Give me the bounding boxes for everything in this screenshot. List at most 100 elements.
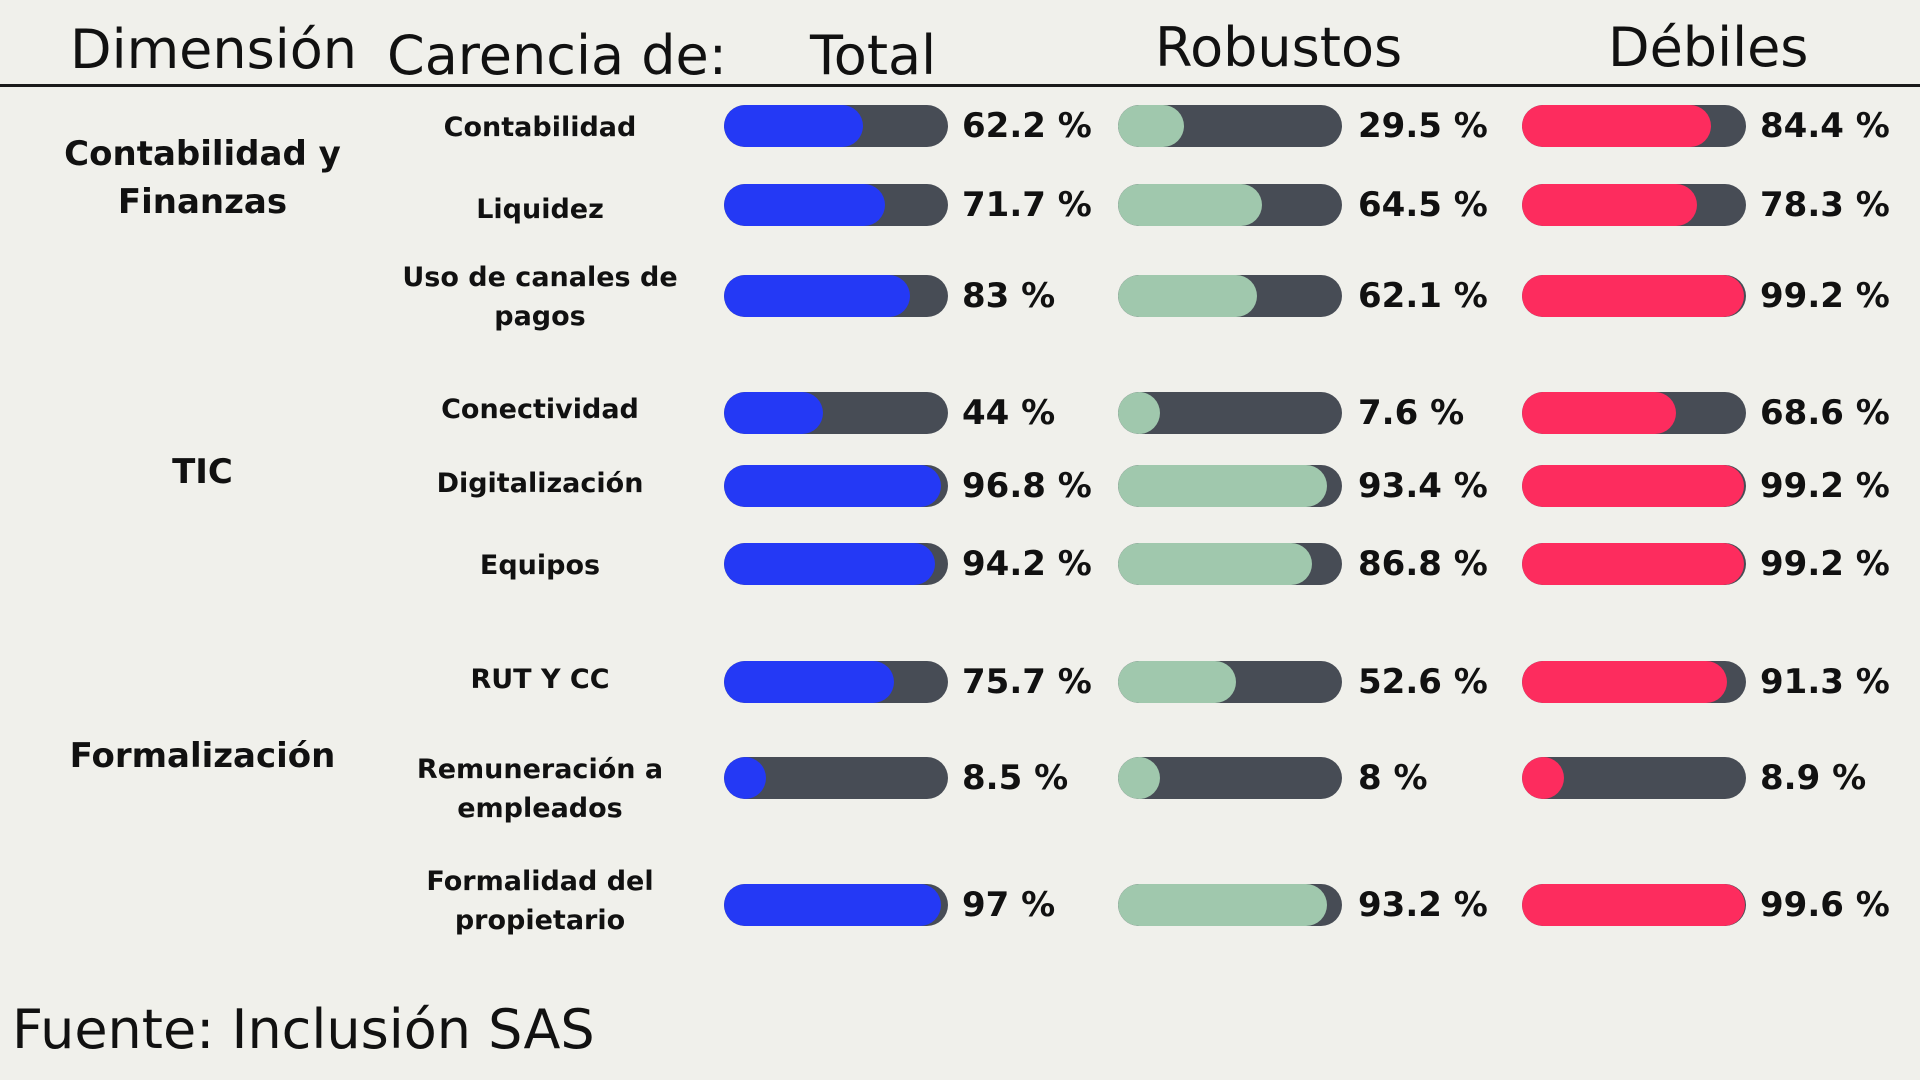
bar-track-robustos-uso-de-canales-de-pagos bbox=[1118, 275, 1342, 317]
value-label-debiles-contabilidad: 84.4 % bbox=[1760, 106, 1890, 146]
bar-total-rut-y-cc bbox=[724, 661, 894, 703]
bar-total-uso-de-canales-de-pagos bbox=[724, 275, 910, 317]
bar-track-total-contabilidad bbox=[724, 105, 948, 147]
value-label-total-formalidad-del-propietario: 97 % bbox=[962, 885, 1056, 925]
bar-debiles-digitalizacion bbox=[1522, 465, 1745, 507]
value-label-robustos-uso-de-canales-de-pagos: 62.1 % bbox=[1358, 276, 1488, 316]
bar-track-robustos-contabilidad bbox=[1118, 105, 1342, 147]
bar-debiles-uso-de-canales-de-pagos bbox=[1522, 275, 1745, 317]
bar-track-debiles-conectividad bbox=[1522, 392, 1746, 434]
value-label-total-rut-y-cc: 75.7 % bbox=[962, 662, 1092, 702]
bar-debiles-rut-y-cc bbox=[1522, 661, 1727, 703]
bar-track-debiles-uso-de-canales-de-pagos bbox=[1522, 275, 1746, 317]
category-label-digitalizacion: Digitalización bbox=[436, 468, 644, 499]
value-label-robustos-formalidad-del-propietario: 93.2 % bbox=[1358, 885, 1488, 925]
value-label-debiles-digitalizacion: 99.2 % bbox=[1760, 466, 1890, 506]
value-label-total-liquidez: 71.7 % bbox=[962, 185, 1092, 225]
value-label-debiles-formalidad-del-propietario: 99.6 % bbox=[1760, 885, 1890, 925]
bar-total-conectividad bbox=[724, 392, 823, 434]
bar-track-robustos-remuneracion-a-empleados bbox=[1118, 757, 1342, 799]
bar-track-robustos-rut-y-cc bbox=[1118, 661, 1342, 703]
bar-track-total-conectividad bbox=[724, 392, 948, 434]
value-label-debiles-conectividad: 68.6 % bbox=[1760, 393, 1890, 433]
value-label-robustos-equipos: 86.8 % bbox=[1358, 544, 1488, 584]
value-label-total-equipos: 94.2 % bbox=[962, 544, 1092, 584]
header-total: Total bbox=[810, 24, 937, 87]
bar-total-liquidez bbox=[724, 184, 885, 226]
bar-debiles-equipos bbox=[1522, 543, 1745, 585]
value-label-total-remuneracion-a-empleados: 8.5 % bbox=[962, 758, 1069, 798]
bar-track-robustos-equipos bbox=[1118, 543, 1342, 585]
bar-track-total-rut-y-cc bbox=[724, 661, 948, 703]
bar-track-total-equipos bbox=[724, 543, 948, 585]
value-label-debiles-remuneracion-a-empleados: 8.9 % bbox=[1760, 758, 1867, 798]
bar-debiles-conectividad bbox=[1522, 392, 1676, 434]
header-carencia: Carencia de: bbox=[387, 24, 727, 87]
bar-total-formalidad-del-propietario bbox=[724, 884, 942, 926]
bar-robustos-contabilidad bbox=[1118, 105, 1185, 147]
bar-robustos-equipos bbox=[1118, 543, 1313, 585]
bar-robustos-uso-de-canales-de-pagos bbox=[1118, 275, 1258, 317]
dimension-tic: TIC bbox=[172, 452, 233, 492]
header-dimension: Dimensión bbox=[70, 18, 358, 81]
bar-track-robustos-digitalizacion bbox=[1118, 465, 1342, 507]
header-divider bbox=[0, 84, 1920, 87]
bar-debiles-formalidad-del-propietario bbox=[1522, 884, 1746, 926]
bar-track-robustos-liquidez bbox=[1118, 184, 1342, 226]
source-note: Fuente: Inclusión SAS bbox=[12, 998, 595, 1061]
category-label-rut-y-cc: RUT Y CC bbox=[470, 664, 610, 695]
bar-track-total-digitalizacion bbox=[724, 465, 948, 507]
category-label-formalidad-del-propietario: Formalidad del propietario bbox=[426, 866, 654, 936]
dimension-formalizacion: Formalización bbox=[69, 736, 336, 776]
bar-track-debiles-digitalizacion bbox=[1522, 465, 1746, 507]
category-label-uso-de-canales-de-pagos: Uso de canales de pagos bbox=[402, 262, 678, 332]
category-label-contabilidad: Contabilidad bbox=[443, 112, 637, 143]
bar-track-debiles-liquidez bbox=[1522, 184, 1746, 226]
bar-track-total-formalidad-del-propietario bbox=[724, 884, 948, 926]
bar-robustos-formalidad-del-propietario bbox=[1118, 884, 1327, 926]
bar-robustos-rut-y-cc bbox=[1118, 661, 1236, 703]
bar-track-total-liquidez bbox=[724, 184, 948, 226]
value-label-debiles-rut-y-cc: 91.3 % bbox=[1760, 662, 1890, 702]
value-label-debiles-equipos: 99.2 % bbox=[1760, 544, 1890, 584]
bar-track-debiles-remuneracion-a-empleados bbox=[1522, 757, 1746, 799]
bar-total-digitalizacion bbox=[724, 465, 941, 507]
dimension-contabilidad-finanzas: Contabilidad y Finanzas bbox=[64, 134, 341, 222]
bar-track-debiles-rut-y-cc bbox=[1522, 661, 1746, 703]
bar-track-debiles-equipos bbox=[1522, 543, 1746, 585]
bar-debiles-contabilidad bbox=[1522, 105, 1712, 147]
header-robustos: Robustos bbox=[1155, 16, 1403, 79]
value-label-robustos-remuneracion-a-empleados: 8 % bbox=[1358, 758, 1428, 798]
bar-track-robustos-formalidad-del-propietario bbox=[1118, 884, 1342, 926]
category-label-liquidez: Liquidez bbox=[476, 194, 604, 225]
category-label-conectividad: Conectividad bbox=[441, 394, 639, 425]
value-label-robustos-contabilidad: 29.5 % bbox=[1358, 106, 1488, 146]
bar-robustos-digitalizacion bbox=[1118, 465, 1328, 507]
bar-robustos-conectividad bbox=[1118, 392, 1160, 434]
bar-debiles-remuneracion-a-empleados bbox=[1522, 757, 1564, 799]
bar-track-debiles-contabilidad bbox=[1522, 105, 1746, 147]
value-label-total-contabilidad: 62.2 % bbox=[962, 106, 1092, 146]
bar-track-robustos-conectividad bbox=[1118, 392, 1342, 434]
bar-total-contabilidad bbox=[724, 105, 864, 147]
bar-track-debiles-formalidad-del-propietario bbox=[1522, 884, 1746, 926]
bar-robustos-remuneracion-a-empleados bbox=[1118, 757, 1160, 799]
header-debiles: Débiles bbox=[1608, 16, 1809, 79]
bar-total-remuneracion-a-empleados bbox=[724, 757, 766, 799]
value-label-debiles-uso-de-canales-de-pagos: 99.2 % bbox=[1760, 276, 1890, 316]
value-label-robustos-conectividad: 7.6 % bbox=[1358, 393, 1465, 433]
bar-track-total-remuneracion-a-empleados bbox=[724, 757, 948, 799]
value-label-total-conectividad: 44 % bbox=[962, 393, 1056, 433]
value-label-debiles-liquidez: 78.3 % bbox=[1760, 185, 1890, 225]
category-label-equipos: Equipos bbox=[479, 550, 601, 581]
bar-robustos-liquidez bbox=[1118, 184, 1263, 226]
value-label-total-digitalizacion: 96.8 % bbox=[962, 466, 1092, 506]
bar-debiles-liquidez bbox=[1522, 184, 1698, 226]
bar-track-total-uso-de-canales-de-pagos bbox=[724, 275, 948, 317]
value-label-robustos-digitalizacion: 93.4 % bbox=[1358, 466, 1488, 506]
bar-total-equipos bbox=[724, 543, 935, 585]
value-label-robustos-liquidez: 64.5 % bbox=[1358, 185, 1488, 225]
value-label-total-uso-de-canales-de-pagos: 83 % bbox=[962, 276, 1056, 316]
category-label-remuneracion-a-empleados: Remuneración a empleados bbox=[416, 754, 664, 824]
value-label-robustos-rut-y-cc: 52.6 % bbox=[1358, 662, 1488, 702]
